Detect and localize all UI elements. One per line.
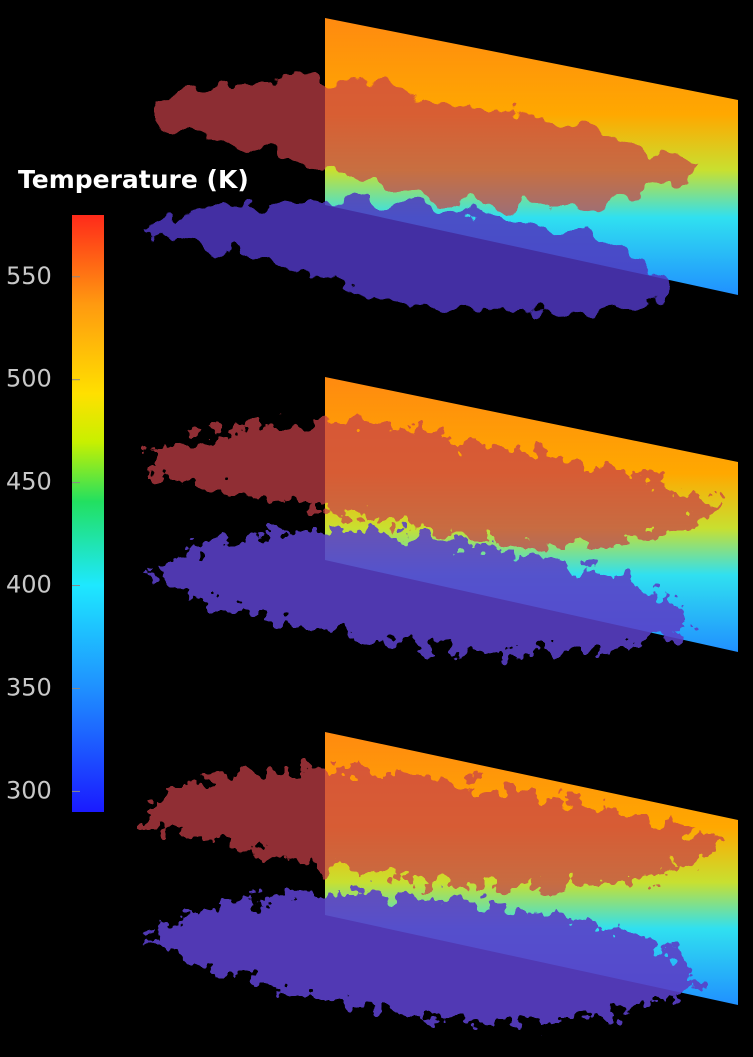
slab-middle [150,377,738,654]
tick-label: 550 [6,262,52,290]
cold-isosurface [145,200,669,314]
tick-label: 400 [6,571,52,599]
tick-label: 500 [6,365,52,393]
hot-isosurface [150,421,720,546]
hot-isosurface [150,768,725,889]
tick-label: 450 [6,468,52,496]
cold-isosurface [145,892,700,1021]
hot-isosurface [150,76,700,209]
tick-label: 350 [6,673,52,701]
colorbar-title: Temperature (K) [18,165,249,194]
colorbar-gradient [72,215,104,812]
cold-isosurface [150,529,690,654]
tick-label: 300 [6,776,52,804]
colorbar: Temperature (K) 300 350 400 450 500 550 [6,165,249,812]
slab-bottom [145,732,738,1021]
slab-top [145,18,738,314]
